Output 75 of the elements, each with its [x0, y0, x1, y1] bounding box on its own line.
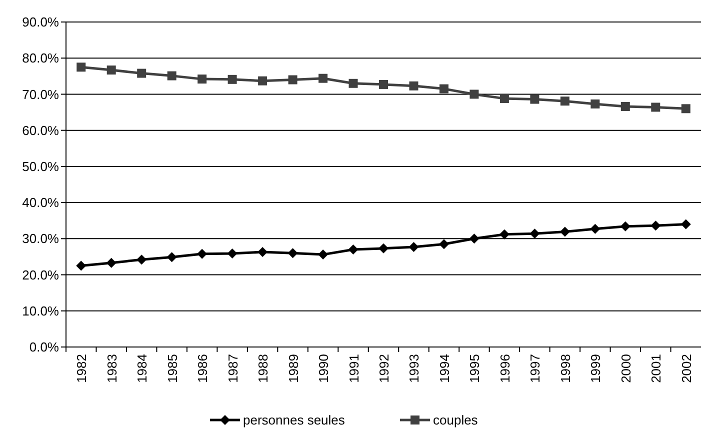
point — [530, 228, 540, 239]
point — [348, 244, 358, 254]
point — [469, 234, 480, 244]
y-tick-label: 90.0% — [22, 14, 60, 30]
point — [651, 102, 660, 112]
y-tick-label: 20.0% — [22, 267, 60, 282]
point — [620, 102, 630, 111]
x-tick-label: 2000 — [618, 354, 634, 383]
legend-label: personnes seules — [243, 412, 346, 428]
point — [530, 94, 540, 104]
point — [166, 252, 177, 262]
point — [560, 226, 570, 237]
point — [590, 224, 600, 234]
point — [348, 78, 358, 88]
x-tick-label: 1991 — [346, 354, 362, 383]
x-tick-label: 1988 — [256, 354, 271, 383]
point — [378, 243, 388, 254]
point — [258, 76, 268, 86]
x-tick-label: 1998 — [558, 354, 573, 383]
legend-label: couples — [433, 412, 478, 428]
y-tick-label: 30.0% — [22, 231, 60, 246]
point — [227, 248, 238, 258]
x-tick-label: 1993 — [406, 354, 422, 383]
x-tick-label: 2001 — [648, 354, 664, 383]
point — [106, 66, 116, 75]
point — [288, 75, 298, 84]
point — [470, 90, 479, 99]
point — [198, 74, 207, 84]
x-tick-label: 1983 — [104, 354, 120, 383]
point — [167, 71, 176, 80]
point — [197, 248, 208, 259]
x-tick-label: 1994 — [436, 354, 452, 383]
x-tick-label: 1987 — [225, 354, 240, 383]
y-tick-label: 50.0% — [22, 158, 60, 174]
point — [228, 74, 237, 84]
x-tick-label: 1990 — [316, 354, 332, 383]
x-tick-label: 1985 — [164, 354, 180, 383]
point — [288, 248, 298, 258]
x-tick-label: 1997 — [528, 354, 543, 383]
point — [106, 258, 116, 268]
point — [379, 80, 388, 89]
y-tick-label: 60.0% — [22, 122, 60, 138]
y-tick-label: 0.0% — [29, 340, 60, 355]
y-tick-label: 40.0% — [22, 195, 60, 210]
x-tick-label: 1989 — [286, 354, 301, 383]
x-tick-label: 1996 — [497, 354, 512, 383]
x-tick-label: 1986 — [195, 354, 210, 383]
x-tick-label: 1984 — [134, 354, 150, 383]
y-tick-label: 80.0% — [22, 50, 60, 66]
point — [500, 94, 509, 104]
x-tick-label: 1982 — [74, 354, 90, 383]
point — [258, 247, 268, 258]
point — [409, 81, 418, 90]
point — [680, 219, 691, 230]
x-tick-label: 1995 — [467, 354, 482, 383]
x-tick-label: 2002 — [678, 354, 694, 383]
point — [76, 260, 86, 271]
point — [318, 74, 328, 83]
y-tick-label: 70.0% — [22, 86, 60, 102]
point — [408, 242, 419, 252]
point — [439, 84, 448, 94]
point — [560, 96, 570, 106]
point — [76, 62, 86, 72]
point — [650, 220, 661, 231]
point — [499, 229, 510, 240]
x-tick-label: 1999 — [588, 354, 604, 383]
point — [318, 250, 328, 260]
point — [136, 254, 147, 265]
point — [681, 104, 690, 114]
point — [438, 239, 449, 250]
point — [620, 221, 630, 232]
x-tick-label: 1992 — [376, 354, 392, 383]
point — [590, 99, 600, 108]
point — [137, 68, 146, 78]
y-tick-label: 10.0% — [22, 303, 60, 318]
